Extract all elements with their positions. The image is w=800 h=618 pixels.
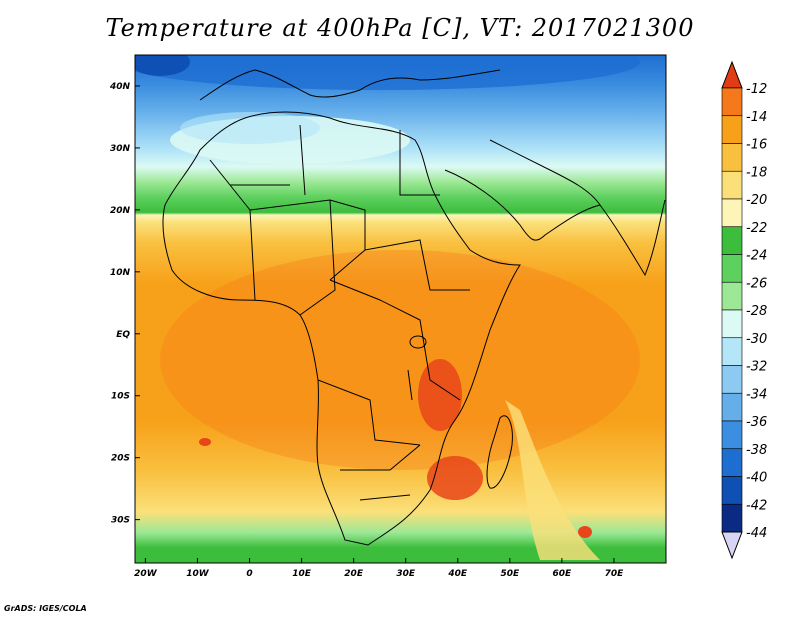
colorbar-tick-label: -20 [746,193,767,208]
colorbar-bottom-triangle [721,531,743,560]
madagascar-outline [486,415,513,489]
lon-tick-label: 20E [344,569,364,579]
colorbar-tick-label: -40 [746,471,767,486]
colorbar-tick-label: -28 [746,304,767,319]
africa-outline [162,69,666,546]
colorbar-tick-label: -22 [746,221,767,236]
warm-core-tropics [160,250,640,470]
colorbar-swatch [721,448,743,477]
lon-tick-label: 40E [447,569,468,579]
colorbar-tick-label: -36 [746,415,767,430]
lat-tick-label: 20S [111,454,130,464]
lat-tick-label: 20N [110,206,131,216]
lon-tick-label: 30E [396,569,416,579]
colorbar-swatch [721,309,743,339]
lon-tick-label: 70E [605,569,625,579]
lat-tick-label: 40N [109,82,131,92]
lat-tick-label: EQ [116,330,130,340]
colorbar-tick-label: -32 [746,360,767,375]
colorbar-tick-label: -12 [746,82,767,97]
page-title: Temperature at 400hPa [C], VT: 201702130… [105,14,695,42]
plot-frame [134,54,667,564]
colorbar-tick-label: -38 [746,443,767,458]
colorbar-swatch [721,198,743,228]
credit-text: GrADS: IGES/COLA [4,604,87,613]
colorbar-swatch [721,226,743,255]
colorbar-swatch [721,392,743,422]
colorbar: -12 -14 -16 -18 -20 -22 -24 -26 -28 -30 -32 -34 -36 -… [721,60,767,560]
lat-tick-label: 10S [111,392,130,402]
colorbar-tick-label: -42 [746,498,767,513]
colorbar-swatch [721,170,743,200]
colorbar-swatch [721,503,743,533]
colorbar-swatch [721,337,743,366]
colorbar-tick-label: -16 [746,138,767,153]
colorbar-swatch [721,87,743,117]
colorbar-swatch [721,143,743,172]
colorbar-swatch [721,254,743,283]
lon-tick-label: 60E [553,569,573,579]
cold-core [135,55,640,90]
colorbar-tick-label: -44 [746,526,767,541]
latitude-axis: 40N 30N 20N 10N EQ 10S 20S 30S [109,82,140,526]
lon-tick-label: 10W [186,569,210,579]
colorbar-tick-label: -30 [746,332,767,347]
colorbar-tick-label: -26 [746,276,767,291]
temperature-field [135,55,666,563]
colorbar-swatch [721,365,743,394]
lat-tick-label: 30N [110,144,131,154]
lon-tick-label: 50E [500,569,520,579]
longitude-axis: 20W 10W 0 10E 20E 30E 40E 50E 60E 70E [134,558,624,579]
colorbar-tick-label: -18 [746,165,767,180]
colorbar-swatch [721,115,743,144]
colorbar-tick-label: -14 [746,110,767,125]
colorbar-swatch [721,281,743,311]
colorbar-tick-label: -34 [746,387,767,402]
lon-tick-label: 0 [246,569,252,579]
lat-tick-label: 10N [110,268,131,278]
colorbar-swatch [721,420,743,450]
lon-tick-label: 20W [134,569,158,579]
colorbar-tick-label: -24 [746,249,767,264]
colorbar-top-triangle [721,60,743,89]
colorbar-swatch [721,476,743,505]
lat-tick-label: 30S [111,516,130,526]
lon-tick-label: 10E [292,569,312,579]
